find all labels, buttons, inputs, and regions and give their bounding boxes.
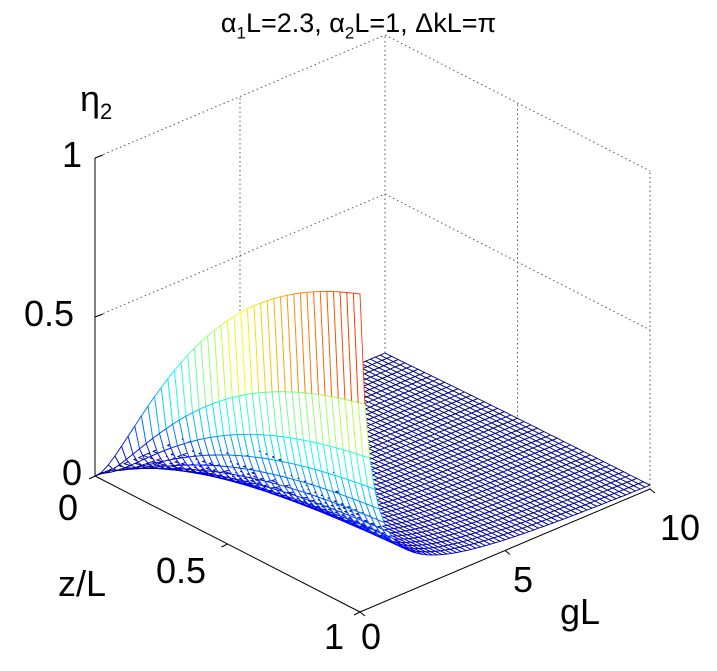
y-tick-mark xyxy=(649,488,656,494)
y-tick-0: 0 xyxy=(361,616,382,657)
x-axis-label: z/L xyxy=(58,563,107,604)
y-axis-label: gL xyxy=(560,591,601,632)
y-tick-mark xyxy=(359,611,366,617)
x-tick-1: 1 xyxy=(324,616,345,657)
grid-line xyxy=(94,193,386,318)
y-tick-5: 5 xyxy=(513,559,534,600)
z-tick-0: 0 xyxy=(62,452,83,493)
axes xyxy=(88,154,656,617)
surface-cell xyxy=(638,481,651,488)
x-tick-0-5: 0.5 xyxy=(156,550,207,591)
chart-title: α1L=2.3, α2L=1, ΔkL=π xyxy=(220,8,497,43)
z-axis-label: η2 xyxy=(80,78,113,125)
x-tick-mark xyxy=(353,611,361,616)
z-tick-mark xyxy=(94,154,104,159)
z-tick-mark xyxy=(94,313,104,318)
z-tick-0-5: 0.5 xyxy=(24,293,75,334)
z-tick-1: 1 xyxy=(62,134,83,175)
y-tick-mark xyxy=(504,550,511,555)
x-tick-mark xyxy=(88,475,96,480)
x-tick-0: 0 xyxy=(58,487,79,528)
grid-line xyxy=(384,34,651,172)
y-tick-10: 10 xyxy=(660,507,701,548)
x-tick-mark xyxy=(221,543,228,548)
grid-line xyxy=(94,34,386,159)
surface-mesh xyxy=(94,291,651,556)
grid-lines xyxy=(94,34,651,489)
